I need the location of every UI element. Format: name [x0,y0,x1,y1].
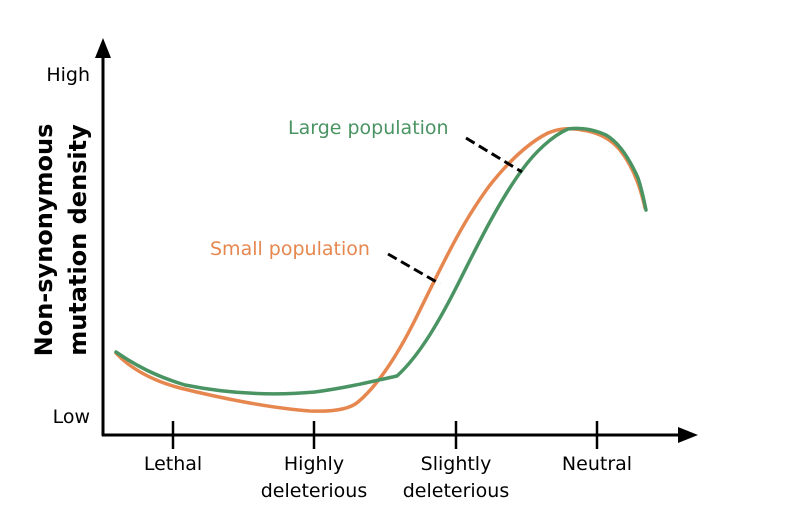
large-population-label: Large population [288,117,449,139]
x-label-highly-line-2: deleterious [261,480,368,502]
x-label-slightly-line-1: Slightly [421,453,492,475]
large-population-curve [114,126,648,396]
small-population-label: Small population [210,238,370,260]
x-label-highly-line-1: Highly [284,453,344,475]
y-axis-label-line-1: Non-synonymous [30,124,58,357]
y-tick-high: High [46,64,90,86]
small-population-leader [387,252,441,286]
axes [95,38,698,449]
x-axis-arrowhead [678,427,698,443]
y-axis-arrowhead [95,38,111,58]
y-tick-low: Low [53,406,90,428]
x-label-neutral: Neutral [562,453,632,475]
y-axis-label: Non-synonymous mutation density [30,124,92,357]
x-label-lethal: Lethal [144,453,202,475]
large-population-leader [465,136,523,174]
small-population-curve [114,127,647,413]
y-axis-label-line-2: mutation density [64,124,92,356]
x-label-slightly-line-2: deleterious [403,480,510,502]
